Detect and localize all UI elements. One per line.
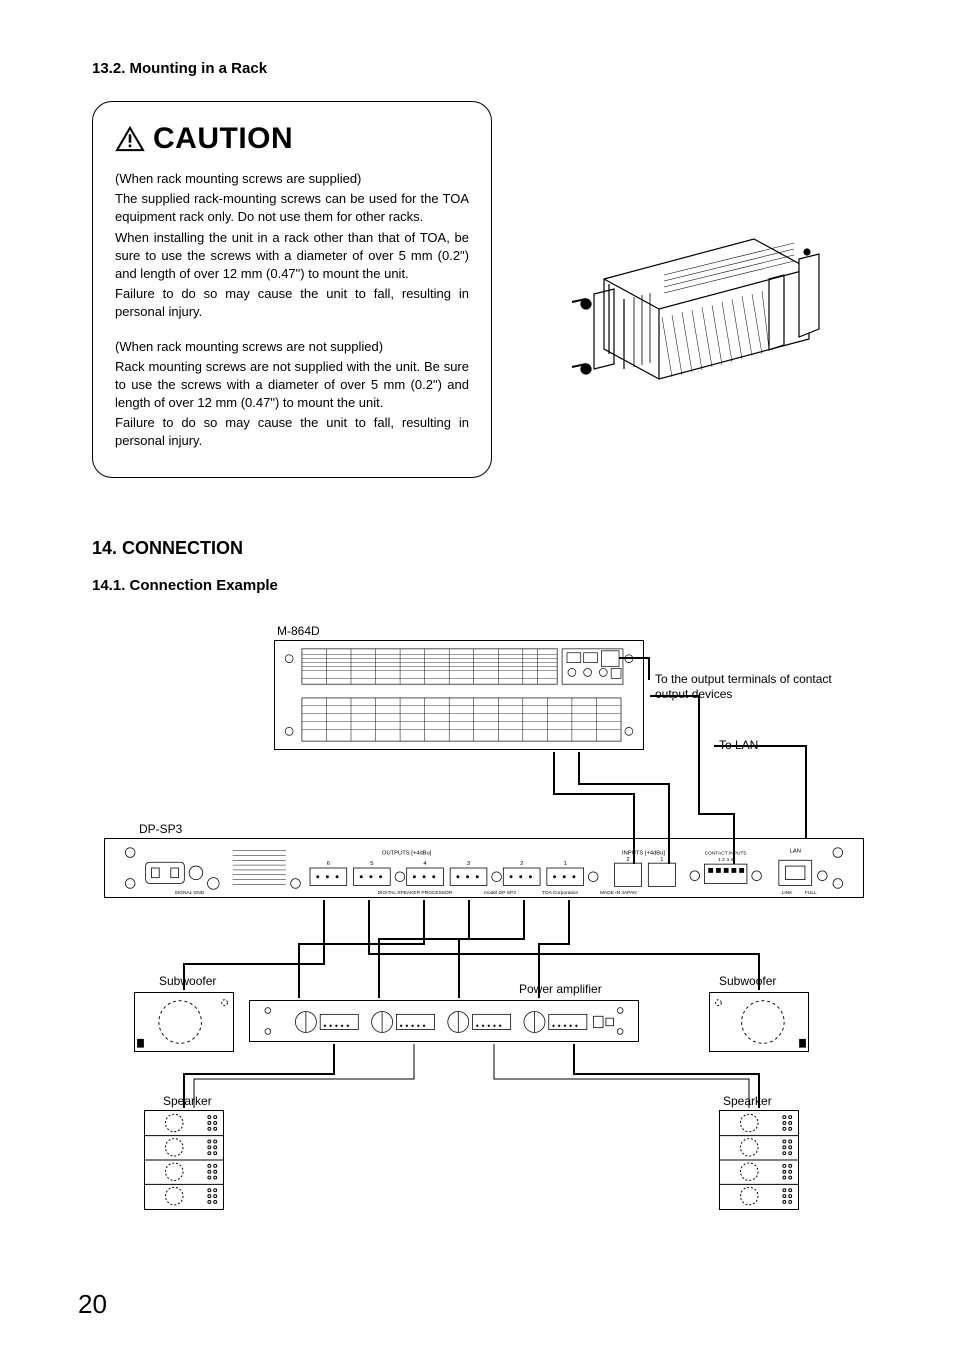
caution-box: CAUTION (When rack mounting screws are s… — [92, 101, 492, 478]
subwoofer-icon — [135, 993, 233, 1051]
dpsp3-device: SIGNAL GND OUTPUTS [+4dBu] 6 5 4 3 2 — [104, 838, 864, 898]
svg-text:SIGNAL GND: SIGNAL GND — [175, 890, 205, 896]
caution-p3: Failure to do so may cause the unit to f… — [115, 285, 469, 321]
svg-text:1: 1 — [660, 857, 663, 863]
to-lan-label: To LAN — [719, 738, 758, 754]
subwoofer-right-label: Subwoofer — [719, 974, 776, 990]
section-13-2-title: 13.2. Mounting in a Rack — [92, 60, 876, 77]
caution-p4-head: (When rack mounting screws are not suppl… — [115, 338, 469, 356]
speaker-left-label: Spearker — [163, 1094, 212, 1110]
subwoofer-left-label: Subwoofer — [159, 974, 216, 990]
m864d-panel-icon — [275, 641, 643, 749]
svg-text:LINK: LINK — [782, 890, 794, 896]
svg-text:model DP-SP3: model DP-SP3 — [484, 890, 516, 896]
caution-body: (When rack mounting screws are supplied)… — [115, 170, 469, 451]
subwoofer-left — [134, 992, 234, 1052]
power-amp-panel-icon — [250, 1001, 638, 1041]
caution-p1: The supplied rack-mounting screws can be… — [115, 190, 469, 226]
svg-text:4: 4 — [423, 861, 427, 867]
page-number: 20 — [78, 1289, 107, 1320]
svg-text:CONTACT INPUTS: CONTACT INPUTS — [705, 850, 747, 856]
svg-text:FULL: FULL — [805, 890, 817, 896]
speaker-right — [719, 1110, 799, 1210]
svg-text:MADE IN JAPAN: MADE IN JAPAN — [600, 890, 637, 896]
m864d-device — [274, 640, 644, 750]
svg-text:LAN: LAN — [790, 848, 801, 854]
dpsp3-label: DP-SP3 — [139, 822, 182, 838]
caution-title: CAUTION — [153, 122, 293, 156]
output-terminals-label: To the output terminals of contact outpu… — [655, 672, 835, 703]
svg-text:2: 2 — [626, 857, 629, 863]
svg-text:1: 1 — [564, 861, 567, 867]
speaker-right-label: Spearker — [723, 1094, 772, 1110]
caution-p2: When installing the unit in a rack other… — [115, 229, 469, 284]
m864d-label: M-864D — [277, 624, 320, 640]
connection-diagram: M-864D To the output terminals of contac… — [99, 624, 869, 1264]
rack-figure — [512, 101, 876, 478]
svg-text:5: 5 — [370, 861, 373, 867]
svg-text:2: 2 — [520, 861, 523, 867]
svg-text:3: 3 — [467, 861, 470, 867]
svg-text:6: 6 — [327, 861, 330, 867]
caution-header: CAUTION — [115, 122, 469, 156]
speaker-stack-icon — [145, 1111, 223, 1209]
svg-text:TOA Corporation: TOA Corporation — [542, 890, 578, 896]
power-amplifier-device — [249, 1000, 639, 1042]
caution-row: CAUTION (When rack mounting screws are s… — [92, 101, 876, 478]
dpsp3-panel-icon: SIGNAL GND OUTPUTS [+4dBu] 6 5 4 3 2 — [105, 839, 863, 897]
svg-text:OUTPUTS [+4dBu]: OUTPUTS [+4dBu] — [382, 850, 432, 856]
speaker-stack-icon — [720, 1111, 798, 1209]
caution-p4: Rack mounting screws are not supplied wi… — [115, 358, 469, 413]
power-amp-label: Power amplifier — [519, 982, 602, 998]
section-14-title: 14. CONNECTION — [92, 538, 876, 559]
caution-p1-head: (When rack mounting screws are supplied) — [115, 170, 469, 188]
caution-p5: Failure to do so may cause the unit to f… — [115, 414, 469, 450]
section-14-1-title: 14.1. Connection Example — [92, 577, 876, 594]
svg-text:1 2 3 4: 1 2 3 4 — [718, 857, 733, 863]
svg-text:INPUTS [+4dBu]: INPUTS [+4dBu] — [622, 850, 665, 856]
subwoofer-right — [709, 992, 809, 1052]
subwoofer-icon — [710, 993, 808, 1051]
svg-text:DIGITAL SPEAKER PROCESSOR: DIGITAL SPEAKER PROCESSOR — [378, 890, 453, 896]
rack-mount-illustration-icon — [564, 199, 824, 439]
speaker-left — [144, 1110, 224, 1210]
warning-triangle-icon — [115, 126, 145, 152]
